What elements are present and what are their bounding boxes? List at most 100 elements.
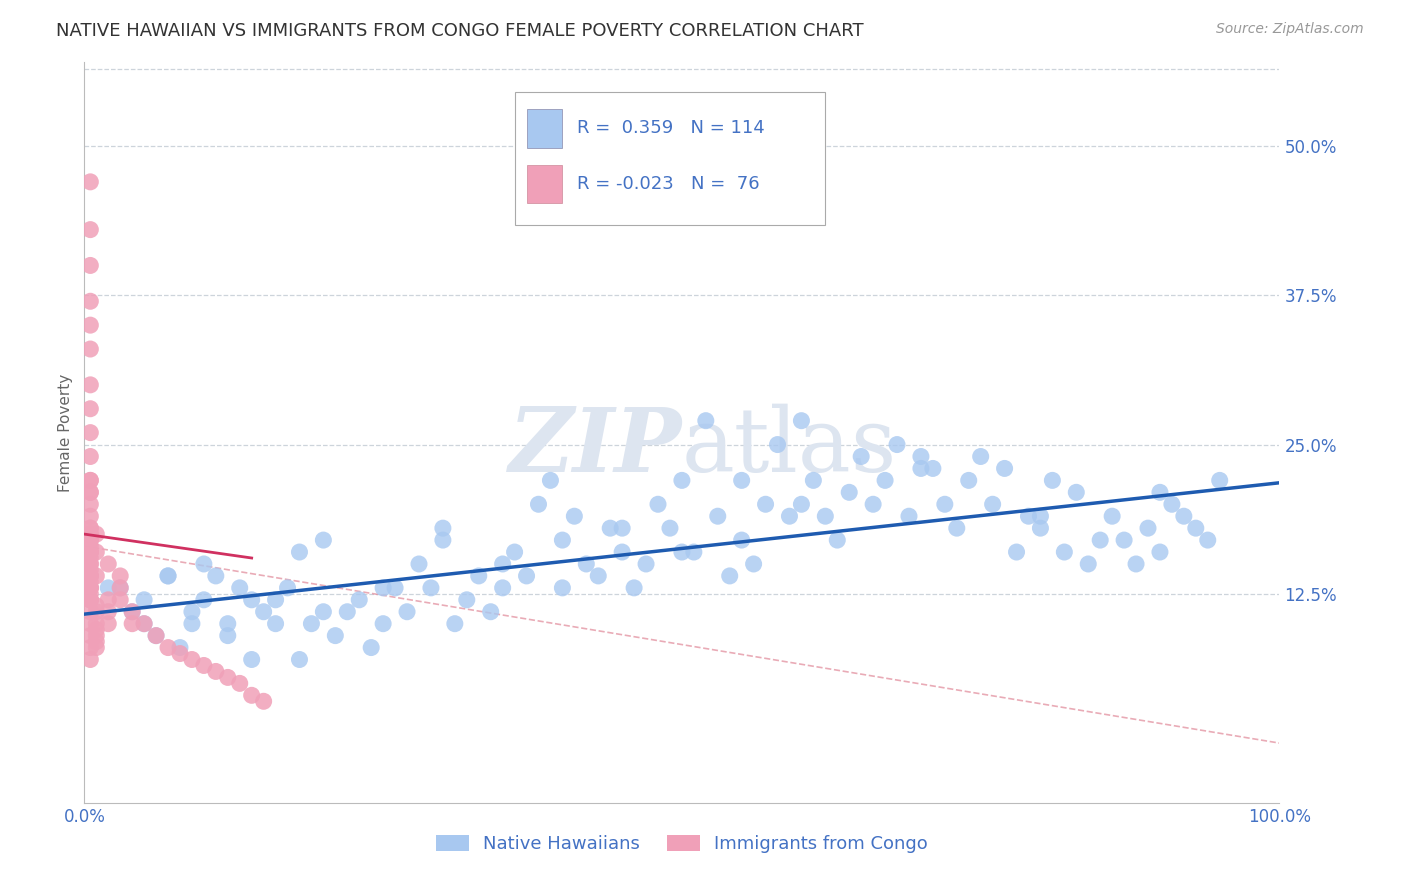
Point [86, 623, 108, 637]
Point [432, 533, 454, 547]
Point [277, 581, 299, 595]
Point [79, 569, 101, 583]
Legend: Native Hawaiians, Immigrants from Congo: Native Hawaiians, Immigrants from Congo [429, 828, 935, 861]
Point [132, 616, 156, 631]
Point [79, 259, 101, 273]
Point [79, 509, 101, 524]
Point [79, 533, 101, 547]
Text: R =  0.359   N = 114: R = 0.359 N = 114 [576, 120, 765, 137]
Point [827, 533, 849, 547]
Point [671, 474, 693, 488]
Point [217, 616, 239, 631]
Point [110, 569, 132, 583]
Point [910, 450, 932, 464]
Point [540, 474, 562, 488]
Point [79, 175, 101, 189]
Point [121, 605, 143, 619]
Point [636, 557, 658, 571]
Point [79, 616, 101, 631]
Point [766, 437, 789, 451]
Point [564, 509, 586, 524]
Point [336, 605, 359, 619]
Point [516, 569, 538, 583]
Point [79, 581, 101, 595]
Point [79, 581, 101, 595]
Point [910, 461, 932, 475]
Point [86, 640, 108, 655]
Point [731, 533, 754, 547]
Point [79, 342, 101, 356]
Point [157, 640, 180, 655]
Point [79, 485, 101, 500]
Point [79, 521, 101, 535]
Point [479, 605, 502, 619]
Point [312, 605, 335, 619]
Point [264, 592, 287, 607]
Point [79, 474, 101, 488]
Point [145, 629, 167, 643]
Point [132, 616, 156, 631]
Point [492, 581, 515, 595]
Point [1029, 521, 1052, 535]
Point [1077, 557, 1099, 571]
Point [671, 545, 693, 559]
Point [79, 474, 101, 488]
Point [468, 569, 491, 583]
Point [1173, 509, 1195, 524]
Point [934, 497, 956, 511]
Point [79, 557, 101, 571]
Point [312, 533, 335, 547]
Point [755, 497, 778, 511]
Point [110, 592, 132, 607]
Point [373, 616, 395, 631]
Text: Source: ZipAtlas.com: Source: ZipAtlas.com [1216, 22, 1364, 37]
Point [599, 521, 621, 535]
Point [1137, 521, 1160, 535]
Point [79, 551, 101, 566]
Point [97, 592, 120, 607]
Point [875, 474, 897, 488]
Point [79, 545, 101, 559]
Point [240, 592, 263, 607]
Point [86, 634, 108, 648]
Point [1149, 545, 1171, 559]
Point [325, 629, 347, 643]
Point [253, 694, 276, 708]
Point [1125, 557, 1147, 571]
Point [79, 587, 101, 601]
Point [612, 545, 634, 559]
Point [97, 557, 120, 571]
Point [742, 557, 765, 571]
Point [384, 581, 406, 595]
Point [86, 629, 108, 643]
Point [349, 592, 371, 607]
Text: atlas: atlas [682, 404, 897, 491]
Point [79, 581, 101, 595]
Point [79, 533, 101, 547]
Point [240, 689, 263, 703]
Point [659, 521, 682, 535]
Point [1149, 485, 1171, 500]
Point [838, 485, 860, 500]
Point [79, 545, 101, 559]
Point [79, 497, 101, 511]
Point [718, 569, 741, 583]
Point [79, 485, 101, 500]
Point [79, 605, 101, 619]
Point [145, 629, 167, 643]
Point [157, 569, 180, 583]
Point [79, 557, 101, 571]
Point [97, 616, 120, 631]
Point [957, 474, 980, 488]
Point [205, 569, 228, 583]
Point [588, 569, 610, 583]
Point [886, 437, 908, 451]
Point [994, 461, 1017, 475]
Point [420, 581, 443, 595]
Point [814, 509, 837, 524]
Point [79, 563, 101, 577]
Point [970, 450, 993, 464]
Point [1018, 509, 1040, 524]
Point [217, 629, 239, 643]
Point [301, 616, 323, 631]
